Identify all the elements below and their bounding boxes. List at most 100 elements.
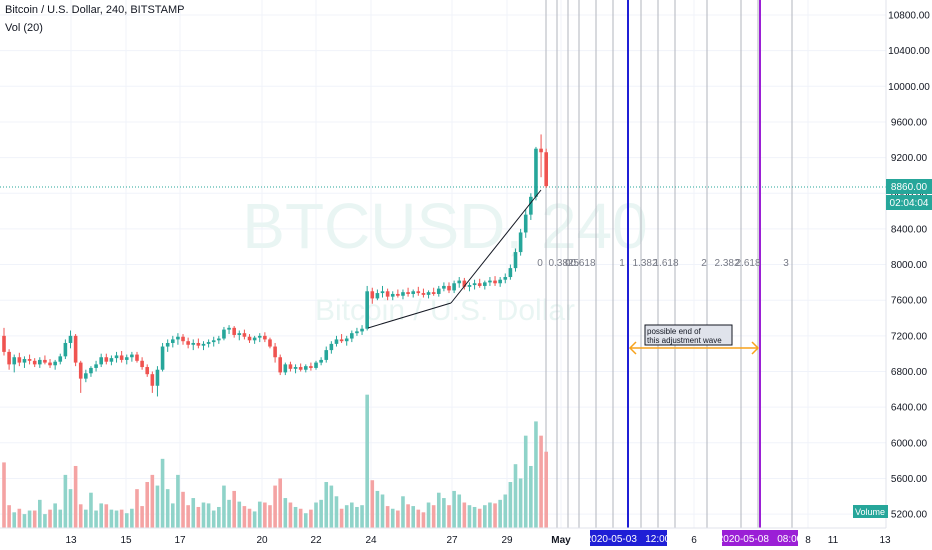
candle-body — [252, 337, 257, 341]
candle-body — [370, 291, 375, 299]
volume-bar — [273, 485, 277, 528]
price-axis[interactable]: 10800.00 10400.00 10000.00 9600.00 9200.00 88… — [885, 0, 932, 550]
time-label: 11 — [828, 535, 839, 546]
candle-body — [135, 354, 139, 361]
candle-body — [242, 333, 247, 337]
fib-label: 2.618 — [735, 258, 760, 269]
candle-body — [421, 293, 426, 295]
volume-bar — [206, 503, 211, 528]
volume-bar — [237, 501, 242, 528]
candle-body — [467, 285, 472, 287]
candle-body — [457, 280, 462, 284]
trend-lines[interactable] — [367, 189, 542, 329]
fib-label: 1 — [619, 258, 625, 269]
fib-label: 1.382 — [632, 258, 657, 269]
fib-label: 0.5 — [565, 258, 579, 269]
volume-bar — [242, 506, 247, 528]
candle-body — [58, 356, 63, 362]
candle-body — [472, 283, 477, 286]
price-tick-label: 9200.00 — [891, 153, 928, 164]
candle-body — [298, 367, 303, 370]
candle-body — [544, 152, 548, 187]
volume-bar — [324, 482, 329, 528]
candle-body — [217, 338, 221, 341]
candle-body — [73, 335, 78, 363]
blue-date-badge — [590, 530, 667, 546]
volume-bar — [222, 485, 226, 528]
annotation-line-1: possible end of — [647, 327, 702, 336]
volume-bar — [252, 511, 257, 528]
volume-bar — [155, 485, 160, 528]
candle-body — [273, 346, 277, 358]
candle-body — [222, 329, 226, 339]
candle-body — [32, 360, 37, 365]
candle-body — [523, 214, 528, 233]
candle-body — [186, 341, 190, 345]
time-label: 6 — [691, 535, 697, 546]
time-label: 24 — [365, 535, 377, 546]
volume-bar — [503, 494, 508, 528]
volume-bars — [2, 394, 548, 528]
volume-bar — [211, 510, 216, 528]
volume-bar — [360, 505, 364, 528]
volume-indicator-title[interactable]: Vol (20) — [5, 22, 43, 34]
volume-bar — [314, 502, 318, 528]
candle-body — [89, 367, 93, 374]
volume-bar — [165, 489, 170, 528]
volume-bar — [135, 489, 139, 528]
candle-body — [436, 288, 441, 294]
last-price-label: 8860.00 — [891, 182, 928, 193]
candle-body — [339, 339, 344, 342]
volume-bar — [89, 492, 93, 528]
watermark: BTCUSD, 240 Bitcoin / U.S. Dollar — [242, 190, 647, 327]
candle-body — [227, 327, 231, 330]
volume-bar — [73, 465, 78, 528]
volume-bar — [380, 494, 385, 528]
candle-body — [503, 277, 508, 280]
fib-label: 1.618 — [653, 258, 678, 269]
candle-body — [268, 339, 272, 347]
trend-line-lower[interactable] — [367, 302, 452, 329]
candle-body — [38, 359, 42, 365]
fib-time-zones — [545, 0, 793, 528]
volume-bar — [493, 503, 497, 528]
volume-bar — [257, 501, 262, 528]
volume-bar — [263, 502, 267, 528]
trend-line-upper[interactable] — [450, 189, 542, 304]
volume-bar — [38, 499, 42, 528]
range-arrow[interactable] — [628, 341, 760, 355]
annotation-box[interactable]: possible end of this adjustment wave — [644, 324, 733, 346]
blue-date-label: 2020-05-03 12:00 — [586, 534, 671, 545]
candle-body — [518, 232, 523, 253]
candle-body — [150, 374, 155, 386]
volume-bar — [68, 489, 73, 528]
countdown-label: 02:04:04 — [890, 198, 929, 209]
candle-body — [390, 293, 395, 297]
fib-label: 2 — [701, 258, 707, 269]
volume-bar — [477, 508, 482, 528]
candle-body — [493, 280, 497, 284]
candle-body — [78, 362, 83, 379]
volume-bar — [48, 509, 52, 528]
fib-label: 0 — [537, 258, 543, 269]
volume-bar — [488, 502, 492, 528]
candle-body — [2, 335, 6, 352]
volume-bar — [375, 490, 380, 528]
volume-bar — [109, 509, 114, 528]
volume-bar — [160, 458, 165, 528]
annotation-line-2: this adjustment wave — [647, 336, 722, 345]
candle-body — [176, 336, 180, 340]
candle-body — [534, 148, 538, 197]
volume-bar — [319, 499, 323, 528]
candle-body — [263, 335, 267, 340]
volume-bar — [32, 510, 37, 528]
volume-bar — [119, 509, 124, 528]
price-tick-label: 5600.00 — [891, 474, 928, 485]
time-axis[interactable]: 13 15 17 20 22 24 27 29 May 6 8 11 13 20… — [0, 527, 932, 550]
symbol-title[interactable]: Bitcoin / U.S. Dollar, 240, BITSTAMP — [5, 4, 185, 16]
volume-bar — [390, 508, 395, 528]
candle-body — [508, 268, 513, 278]
candle-body — [53, 361, 57, 366]
candle-body — [130, 354, 134, 358]
